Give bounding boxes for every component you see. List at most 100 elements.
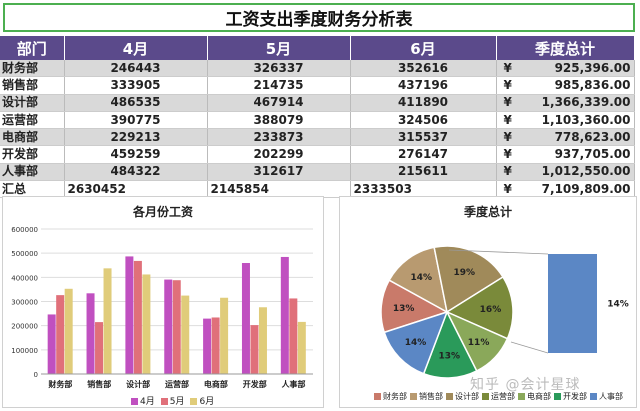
bar[interactable] xyxy=(103,268,112,374)
legend-item-april: 4月 xyxy=(131,394,155,407)
cell-april[interactable]: 459259 xyxy=(64,145,208,164)
cell-may[interactable]: 312617 xyxy=(207,163,351,182)
cell-total[interactable]: ¥925,396.00 xyxy=(496,60,635,78)
y-tick-label: 200000 xyxy=(11,323,38,331)
bar-chart-panel[interactable]: 各月份工资 0 100000 200000 300000 400000 500000 600… xyxy=(2,196,324,408)
bar[interactable] xyxy=(142,274,151,374)
salary-table: 部门 4月 5月 6月 季度总计 财务部 246443 326337 352616 ¥9… xyxy=(0,36,635,199)
currency-symbol: ¥ xyxy=(503,181,512,196)
bar[interactable] xyxy=(164,279,173,374)
pie-data-label: 11% xyxy=(468,338,490,348)
table-header-row: 部门 4月 5月 6月 季度总计 xyxy=(0,36,635,60)
cell-april[interactable]: 484322 xyxy=(64,163,208,182)
bar[interactable] xyxy=(220,297,229,374)
pie-chart-panel[interactable]: 季度总计 13% 14% 19% 16% 11% 13% 14% 14% 财务部 销售部 设计部运… xyxy=(339,196,637,408)
pie-data-label: 19% xyxy=(454,268,476,278)
cell-may[interactable]: 214735 xyxy=(207,76,351,95)
total-value: 1,012,550.00 xyxy=(541,164,631,179)
x-tick-label: 销售部 xyxy=(87,379,111,389)
pie-slice[interactable] xyxy=(433,245,504,314)
pie-slice[interactable] xyxy=(388,246,449,314)
y-tick-label: 100000 xyxy=(11,347,38,355)
bar[interactable] xyxy=(133,260,142,374)
cell-may[interactable]: 233873 xyxy=(207,128,351,147)
x-tick-label: 电商部 xyxy=(204,379,228,389)
bar[interactable] xyxy=(125,256,134,374)
secondary-data-label: 14% xyxy=(607,300,629,310)
cell-april[interactable]: 486535 xyxy=(64,94,208,112)
currency-symbol: ¥ xyxy=(503,164,512,179)
y-tick-label: 300000 xyxy=(11,299,38,307)
table-row: 销售部 333905 214735 437196 ¥985,836.00 xyxy=(0,76,635,95)
cell-may[interactable]: 202299 xyxy=(207,145,351,164)
cell-april[interactable]: 229213 xyxy=(64,128,208,147)
cell-may[interactable]: 326337 xyxy=(207,60,351,78)
bar[interactable] xyxy=(56,295,65,374)
header-may[interactable]: 5月 xyxy=(207,36,351,60)
table-row: 运营部 390775 388079 324506 ¥1,103,360.00 xyxy=(0,111,635,130)
legend-item: 财务部 xyxy=(374,391,407,402)
cell-june[interactable]: 324506 xyxy=(350,111,497,130)
cell-june[interactable]: 315537 xyxy=(350,128,497,147)
secondary-bar[interactable] xyxy=(548,254,597,353)
table-row: 电商部 229213 233873 315537 ¥778,623.00 xyxy=(0,128,635,147)
cell-april[interactable]: 246443 xyxy=(64,60,208,78)
total-value: 1,366,339.00 xyxy=(541,95,631,110)
pie-slice[interactable] xyxy=(383,310,449,375)
cell-total[interactable]: ¥1,366,339.00 xyxy=(496,94,635,112)
cell-june[interactable]: 437196 xyxy=(350,76,497,95)
pie-slice[interactable] xyxy=(445,275,514,340)
cell-june[interactable]: 352616 xyxy=(350,60,497,78)
bar[interactable] xyxy=(289,298,298,374)
total-value: 937,705.00 xyxy=(554,147,631,162)
cell-dept[interactable]: 销售部 xyxy=(0,76,65,95)
header-total[interactable]: 季度总计 xyxy=(496,36,635,60)
bar[interactable] xyxy=(258,307,267,374)
bar[interactable] xyxy=(211,317,220,374)
bar[interactable] xyxy=(172,280,181,374)
cell-dept[interactable]: 开发部 xyxy=(0,145,65,164)
legend-item: 人事部 xyxy=(590,391,623,402)
pie-data-label: 13% xyxy=(439,351,461,361)
header-dept[interactable]: 部门 xyxy=(0,36,65,60)
cell-dept[interactable]: 运营部 xyxy=(0,111,65,130)
bar[interactable] xyxy=(280,256,289,374)
currency-symbol: ¥ xyxy=(503,147,512,162)
table-row: 人事部 484322 312617 215611 ¥1,012,550.00 xyxy=(0,163,635,182)
cell-may[interactable]: 388079 xyxy=(207,111,351,130)
x-tick-label: 财务部 xyxy=(47,379,72,389)
cell-june[interactable]: 215611 xyxy=(350,163,497,182)
cell-total[interactable]: ¥1,103,360.00 xyxy=(496,111,635,130)
pie-chart-legend: 财务部 销售部 设计部 运营部 电商部 开发部 人事部 xyxy=(374,391,623,402)
cell-dept[interactable]: 设计部 xyxy=(0,94,65,112)
cell-april[interactable]: 333905 xyxy=(64,76,208,95)
bar[interactable] xyxy=(297,321,306,374)
bar[interactable] xyxy=(181,295,190,374)
cell-total[interactable]: ¥985,836.00 xyxy=(496,76,635,95)
cell-may[interactable]: 467914 xyxy=(207,94,351,112)
bar[interactable] xyxy=(86,293,95,374)
cell-june[interactable]: 411890 xyxy=(350,94,497,112)
currency-symbol: ¥ xyxy=(503,60,512,75)
cell-dept[interactable]: 财务部 xyxy=(0,60,65,78)
bar[interactable] xyxy=(203,318,212,374)
total-value: 7,109,809.00 xyxy=(541,181,631,196)
cell-june[interactable]: 276147 xyxy=(350,145,497,164)
cell-dept[interactable]: 人事部 xyxy=(0,163,65,182)
y-tick-label: 0 xyxy=(34,371,38,379)
x-tick-label: 运营部 xyxy=(165,379,189,389)
cell-total[interactable]: ¥1,012,550.00 xyxy=(496,163,635,182)
cell-total[interactable]: ¥937,705.00 xyxy=(496,145,635,164)
bar[interactable] xyxy=(47,314,56,374)
cell-dept[interactable]: 电商部 xyxy=(0,128,65,147)
legend-item: 设计部 xyxy=(446,391,479,402)
cell-total[interactable]: ¥778,623.00 xyxy=(496,128,635,147)
pie-slice[interactable] xyxy=(422,310,478,379)
header-april[interactable]: 4月 xyxy=(64,36,208,60)
bar[interactable] xyxy=(241,263,250,374)
bar[interactable] xyxy=(250,325,259,374)
bar[interactable] xyxy=(95,322,104,374)
cell-april[interactable]: 390775 xyxy=(64,111,208,130)
header-june[interactable]: 6月 xyxy=(350,36,497,60)
bar[interactable] xyxy=(64,288,73,374)
